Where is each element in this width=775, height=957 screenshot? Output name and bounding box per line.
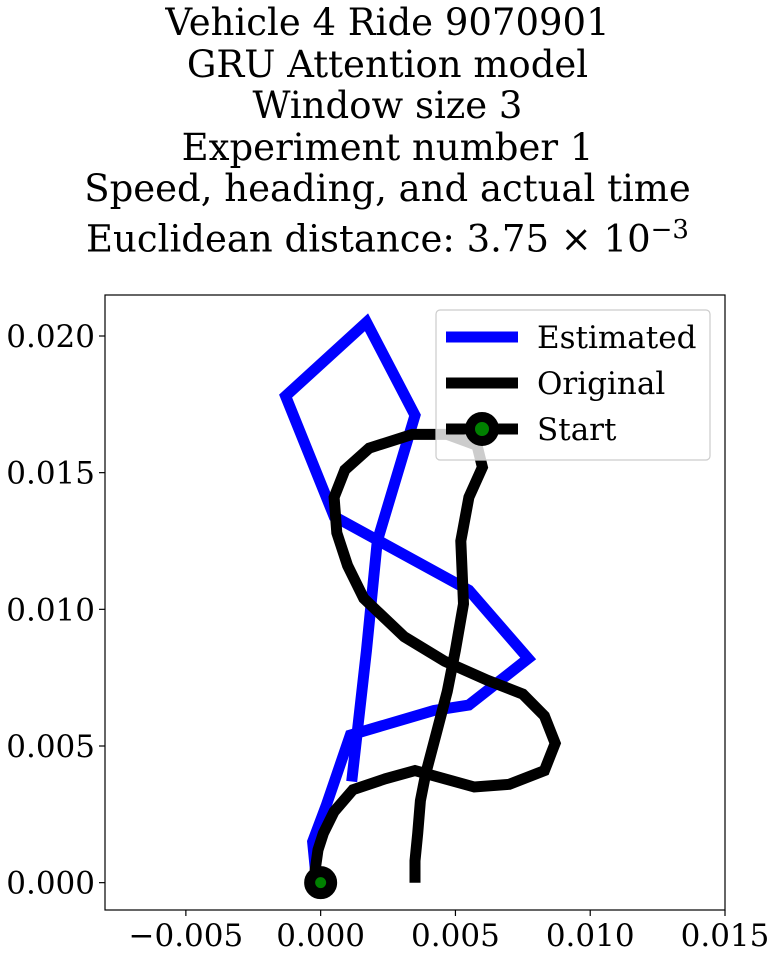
title-distance-exponent: −3	[650, 214, 689, 245]
legend-start-marker	[465, 412, 499, 446]
legend-box	[435, 309, 711, 461]
series-layer	[279, 313, 562, 900]
title-line-features: Speed, heading, and actual time	[84, 167, 691, 210]
x-tick-label: 0.005	[411, 918, 500, 954]
legend-original-label: Original	[537, 366, 665, 402]
title-line-experiment: Experiment number 1	[181, 125, 594, 169]
legend: Estimated Original Start	[435, 309, 711, 461]
estimated-series-line	[279, 313, 537, 885]
x-axis: −0.005 0.000 0.005 0.010 0.015	[129, 910, 770, 954]
title-distance-text: Euclidean distance: 3.75 × 10	[86, 216, 651, 260]
title-line-model: GRU Attention model	[186, 42, 589, 86]
start-point-marker	[304, 866, 338, 900]
y-tick-label: 0.020	[6, 319, 95, 355]
y-tick-label: 0.005	[6, 729, 95, 765]
title-line-distance: Euclidean distance: 3.75 × 10−3	[0, 210, 775, 260]
x-tick-label: −0.005	[129, 918, 244, 954]
legend-start-label: Start	[537, 412, 617, 448]
plot-frame	[104, 294, 726, 911]
y-axis: 0.000 0.005 0.010 0.015 0.020	[6, 319, 105, 902]
y-tick-label: 0.015	[6, 456, 95, 492]
original-series-line	[309, 428, 562, 885]
x-tick-label: 0.010	[546, 918, 635, 954]
y-tick-label: 0.010	[6, 592, 95, 628]
title-line-window: Window size 3	[252, 84, 523, 127]
chart-title: Vehicle 4 Ride 9070901 GRU Attention mod…	[0, 2, 775, 259]
title-line-vehicle: Vehicle 4 Ride 9070901	[165, 1, 610, 44]
x-tick-label: 0.015	[681, 918, 770, 954]
y-tick-label: 0.000	[6, 866, 95, 902]
legend-estimated-label: Estimated	[537, 320, 696, 356]
x-tick-label: 0.000	[276, 918, 365, 954]
